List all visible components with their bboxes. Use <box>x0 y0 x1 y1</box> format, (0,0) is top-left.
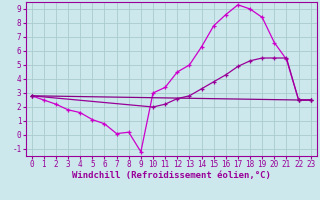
X-axis label: Windchill (Refroidissement éolien,°C): Windchill (Refroidissement éolien,°C) <box>72 171 271 180</box>
